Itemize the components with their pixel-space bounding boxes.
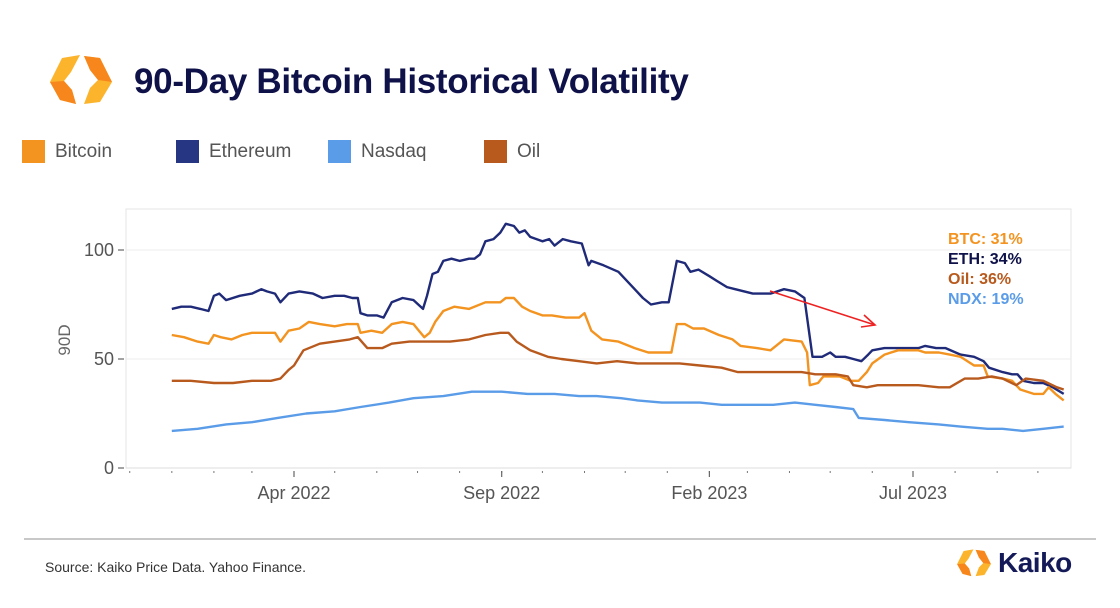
y-axis: 0 50 100 <box>84 240 1071 478</box>
x-tick-label: Sep 2022 <box>463 483 540 503</box>
series-lines <box>171 222 1065 433</box>
kaiko-logo-icon <box>50 55 112 104</box>
annotation-ndx: NDX: 19% <box>948 291 1024 308</box>
legend-label: Nasdaq <box>361 140 427 162</box>
legend-swatch-nasdaq <box>328 140 351 163</box>
page-title: 90-Day Bitcoin Historical Volatility <box>134 62 689 101</box>
x-axis: Apr 2022 Sep 2022 Feb 2023 Jul 2023 <box>129 471 1039 503</box>
annotation-btc: BTC: 31% <box>948 231 1023 248</box>
series-line-ethereum <box>171 222 1065 395</box>
legend-item-ethereum: Ethereum <box>176 140 291 163</box>
legend-swatch-oil <box>484 140 507 163</box>
footer-divider <box>24 538 1096 540</box>
y-axis-label: 90D <box>55 324 74 355</box>
legend-label: Bitcoin <box>55 140 113 162</box>
series-line-oil <box>171 331 1065 391</box>
annotation: BTC: 31% ETH: 34% Oil: 36% NDX: 19% <box>769 231 1024 328</box>
x-tick-label: Apr 2022 <box>257 483 330 503</box>
plot-area <box>125 208 1072 469</box>
legend-label: Ethereum <box>209 140 292 162</box>
y-tick-label: 50 <box>94 349 114 369</box>
annotation-oil: Oil: 36% <box>948 271 1011 288</box>
legend-swatch-ethereum <box>176 140 199 163</box>
y-tick-label: 0 <box>104 458 114 478</box>
gridlines <box>126 249 1071 360</box>
y-tick-label: 100 <box>84 240 114 260</box>
legend-item-oil: Oil <box>484 140 540 163</box>
series-line-bitcoin <box>171 296 1065 402</box>
red-down-trend-arrow-icon <box>769 290 877 328</box>
brand-name: Kaiko <box>998 547 1072 578</box>
legend-swatch-bitcoin <box>22 140 45 163</box>
annotation-eth: ETH: 34% <box>948 251 1022 268</box>
source-note: Source: Kaiko Price Data. Yahoo Finance. <box>45 559 306 575</box>
series-line-nasdaq <box>171 390 1064 433</box>
brand-logo: Kaiko <box>956 546 1072 580</box>
legend-label: Oil <box>517 140 541 162</box>
kaiko-brand-icon <box>957 549 991 577</box>
legend-item-bitcoin: Bitcoin <box>22 140 112 163</box>
legend-item-nasdaq: Nasdaq <box>328 140 427 163</box>
x-tick-label: Feb 2023 <box>671 483 747 503</box>
x-tick-label: Jul 2023 <box>879 483 947 503</box>
